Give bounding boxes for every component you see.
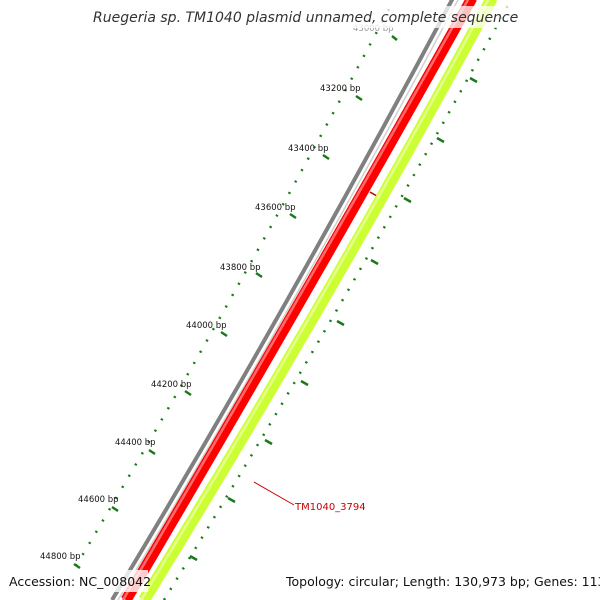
ruler-major-tick bbox=[184, 389, 192, 397]
sequence-backbone bbox=[110, 0, 455, 600]
summary-background bbox=[282, 570, 594, 592]
outer-ruler-major-tick bbox=[436, 136, 445, 144]
tick-label-43400-bp: 43400 bp bbox=[288, 144, 329, 154]
tick-label-44600-bp: 44600 bp bbox=[78, 495, 119, 505]
outer-ruler-major-tick bbox=[370, 258, 379, 266]
accession-background bbox=[6, 570, 148, 592]
outer-ruler-major-tick bbox=[469, 76, 478, 84]
tick-label-43000-bp: 43000 bp bbox=[353, 24, 394, 34]
outer-ruler-major-tick bbox=[300, 379, 309, 387]
backbone-inner-highlight bbox=[117, 0, 459, 600]
reverse-gene-highlight bbox=[139, 0, 490, 600]
forward-gene-feature[interactable] bbox=[121, 0, 477, 600]
ruler-major-tick bbox=[73, 562, 81, 570]
outer-ruler-major-ticks bbox=[189, 76, 478, 562]
tick-label-43800-bp: 43800 bp bbox=[220, 263, 261, 273]
ruler-major-ticks bbox=[73, 35, 398, 570]
tick-label-44200-bp: 44200 bp bbox=[151, 380, 192, 390]
tick-label-44400-bp: 44400 bp bbox=[115, 438, 156, 448]
outer-ruler-major-tick bbox=[227, 496, 236, 504]
tick-label-43200-bp: 43200 bp bbox=[320, 84, 361, 94]
outer-ruler-major-tick bbox=[189, 554, 198, 562]
ruler-major-tick bbox=[391, 35, 398, 41]
ruler-major-tick bbox=[322, 153, 330, 161]
outer-ruler-major-tick bbox=[403, 196, 412, 204]
tick-label-44000-bp: 44000 bp bbox=[186, 321, 227, 331]
gene-label-tm1040-3794[interactable]: TM1040_3794 bbox=[294, 502, 366, 513]
ruler-major-tick bbox=[289, 212, 297, 220]
outer-ruler-major-tick bbox=[336, 319, 345, 327]
map-title: Ruegeria sp. TM1040 plasmid unnamed, com… bbox=[93, 10, 518, 26]
reverse-gene-feature[interactable] bbox=[138, 0, 498, 600]
ruler-major-tick bbox=[355, 94, 363, 102]
title-background bbox=[80, 6, 510, 28]
ruler-major-tick bbox=[220, 330, 228, 338]
ruler-major-tick bbox=[111, 505, 119, 513]
outer-ruler-major-tick bbox=[264, 438, 273, 446]
gene-label-leader-line bbox=[253, 481, 295, 506]
accession-text: Accession: NC_008042 bbox=[9, 574, 151, 589]
ruler-tick-labels: 43000 bp 43200 bp 43400 bp 43600 bp 43800 bp… bbox=[40, 24, 394, 562]
forward-gene-highlight bbox=[121, 0, 470, 600]
topology-summary-text: Topology: circular; Length: 130,973 bp; … bbox=[285, 574, 600, 589]
ruler-major-tick bbox=[255, 271, 263, 279]
ruler-major-tick bbox=[148, 448, 156, 456]
tick-label-44800-bp: 44800 bp bbox=[40, 552, 81, 562]
tick-label-43600-bp: 43600 bp bbox=[255, 203, 296, 213]
